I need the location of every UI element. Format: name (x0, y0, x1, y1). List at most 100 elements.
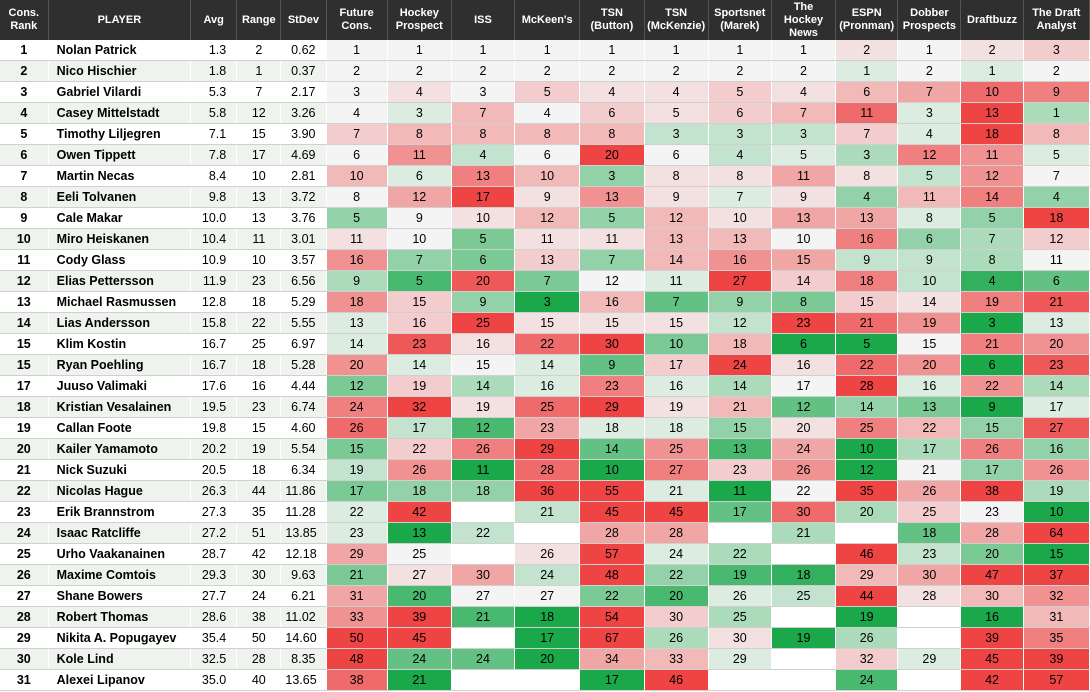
ranking-cell: 1 (644, 40, 709, 61)
ranking-cell: 14 (451, 375, 516, 397)
ranking-cell: 21 (897, 459, 962, 481)
ranking-cell: 22 (451, 522, 516, 544)
ranking-cell: 26 (451, 438, 516, 460)
ranking-cell: 11 (897, 186, 962, 208)
rank-cell: 6 (0, 144, 49, 166)
ranking-cell: 46 (835, 543, 899, 565)
stdev-cell: 13.65 (280, 669, 327, 691)
column-header: McKeen's (514, 0, 581, 40)
stdev-cell: 5.54 (280, 438, 327, 460)
ranking-cell: 5 (708, 81, 772, 103)
ranking-cell: 15 (771, 249, 837, 271)
player-cell: Juuso Valimaki (48, 375, 192, 397)
ranking-cell: 6 (771, 333, 837, 355)
ranking-cell: 67 (579, 627, 645, 649)
range-cell: 18 (236, 354, 282, 376)
ranking-cell: 16 (644, 375, 709, 397)
player-cell: Gabriel Vilardi (48, 81, 192, 103)
stdev-cell: 3.90 (280, 123, 327, 145)
ranking-cell: 8 (644, 165, 709, 187)
ranking-cell: 12 (387, 186, 452, 208)
rank-cell: 30 (0, 648, 49, 670)
ranking-cell: 21 (1023, 291, 1090, 313)
ranking-cell: 30 (960, 585, 1024, 607)
ranking-cell: 2 (451, 60, 516, 82)
ranking-cell: 12 (326, 375, 388, 397)
ranking-cell: 18 (451, 480, 516, 502)
ranking-cell: 21 (451, 606, 516, 628)
rank-cell: 23 (0, 501, 49, 523)
rank-cell: 9 (0, 207, 49, 229)
ranking-cell: 8 (708, 165, 772, 187)
avg-cell: 11.9 (190, 270, 238, 292)
ranking-cell: 29 (897, 648, 962, 670)
ranking-cell: 26 (708, 585, 772, 607)
ranking-cell: 11 (579, 228, 645, 250)
ranking-cell: 18 (387, 480, 452, 502)
ranking-cell: 32 (835, 648, 899, 670)
ranking-cell: 15 (514, 312, 581, 334)
rank-cell: 2 (0, 60, 49, 82)
ranking-cell (897, 627, 962, 649)
table-row: 21 Nick Suzuki 20.5 18 6.34 19 26 11 28 10 27 23 26 1… (0, 459, 1090, 481)
ranking-cell: 3 (644, 123, 709, 145)
ranking-cell (514, 522, 581, 544)
ranking-cell: 18 (835, 270, 899, 292)
stdev-cell: 3.72 (280, 186, 327, 208)
ranking-cell: 5 (579, 207, 645, 229)
rank-cell: 21 (0, 459, 49, 481)
table-row: 31 Alexei Lipanov 35.0 40 13.65 38 21 17 46 24 42 5… (0, 669, 1090, 691)
player-cell: Timothy Liljegren (48, 123, 192, 145)
ranking-cell: 1 (579, 40, 645, 61)
ranking-cell (771, 543, 837, 565)
range-cell: 17 (236, 144, 282, 166)
ranking-cell: 25 (644, 438, 709, 460)
player-cell: Ryan Poehling (48, 354, 192, 376)
player-cell: Martin Necas (48, 165, 192, 187)
ranking-cell: 64 (1023, 522, 1090, 544)
ranking-cell: 10 (771, 228, 837, 250)
avg-cell: 28.6 (190, 606, 238, 628)
ranking-cell: 28 (960, 522, 1024, 544)
ranking-cell: 25 (451, 312, 516, 334)
avg-cell: 32.5 (190, 648, 238, 670)
ranking-cell: 1 (326, 40, 388, 61)
ranking-cell: 22 (771, 480, 837, 502)
ranking-cell: 10 (835, 438, 899, 460)
player-cell: Michael Rasmussen (48, 291, 192, 313)
range-cell: 13 (236, 186, 282, 208)
ranking-cell: 4 (326, 102, 388, 124)
ranking-cell: 20 (387, 585, 452, 607)
stdev-cell: 2.81 (280, 165, 327, 187)
ranking-cell: 15 (326, 438, 388, 460)
avg-cell: 1.3 (190, 40, 238, 61)
stdev-cell: 6.97 (280, 333, 327, 355)
ranking-cell: 9 (326, 270, 388, 292)
player-cell: Elias Pettersson (48, 270, 192, 292)
range-cell: 1 (236, 60, 282, 82)
avg-cell: 35.0 (190, 669, 238, 691)
table-row: 1 Nolan Patrick 1.3 2 0.62 1 1 1 1 1 1 1 1 2 1 2 3 (0, 40, 1090, 61)
table-row: 8 Eeli Tolvanen 9.8 13 3.72 8 12 17 9 13 9 7 9 4 11 14 4 (0, 186, 1090, 208)
ranking-cell: 2 (708, 60, 772, 82)
ranking-cell: 35 (1023, 627, 1090, 649)
ranking-cell: 5 (514, 81, 581, 103)
ranking-cell: 16 (451, 333, 516, 355)
ranking-cell: 4 (897, 123, 962, 145)
player-cell: Lias Andersson (48, 312, 192, 334)
ranking-cell: 54 (579, 606, 645, 628)
ranking-cell: 4 (644, 81, 709, 103)
rank-cell: 26 (0, 564, 49, 586)
ranking-cell: 22 (387, 438, 452, 460)
ranking-cell: 6 (897, 228, 962, 250)
ranking-cell: 42 (960, 669, 1024, 691)
ranking-cell: 5 (1023, 144, 1090, 166)
avg-cell: 5.3 (190, 81, 238, 103)
table-row: 11 Cody Glass 10.9 10 3.57 16 7 6 13 7 14 16 15 9 9 8 11 (0, 249, 1090, 271)
ranking-cell: 29 (708, 648, 772, 670)
ranking-cell (451, 669, 516, 691)
avg-cell: 27.7 (190, 585, 238, 607)
ranking-cell (771, 669, 837, 691)
ranking-cell: 12 (708, 312, 772, 334)
ranking-cell: 10 (897, 270, 962, 292)
